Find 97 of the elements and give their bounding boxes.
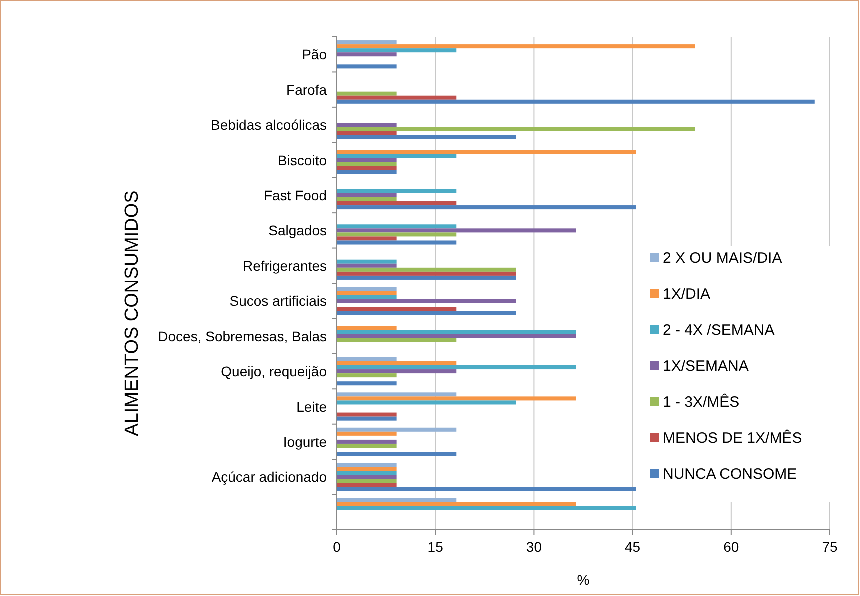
bar bbox=[337, 276, 516, 280]
bar bbox=[337, 166, 397, 170]
bar bbox=[337, 374, 397, 378]
bar bbox=[337, 135, 516, 140]
bar bbox=[337, 228, 576, 233]
y-tick-label: Leite bbox=[296, 398, 328, 415]
bar bbox=[337, 236, 397, 241]
bar bbox=[337, 432, 397, 436]
bar bbox=[337, 193, 397, 198]
bar bbox=[337, 506, 636, 510]
x-tick-label: 0 bbox=[333, 539, 342, 555]
y-tick-label: Iogurte bbox=[283, 434, 328, 450]
bar bbox=[337, 240, 457, 245]
bar bbox=[337, 127, 696, 132]
y-tick-label: Pão bbox=[302, 46, 328, 63]
bar bbox=[337, 131, 397, 136]
y-tick-label: Queijo, requeijão bbox=[221, 364, 328, 380]
x-tick-label: 30 bbox=[526, 539, 542, 555]
legend-label: 1 - 3X/MÊS bbox=[663, 393, 740, 411]
bar bbox=[337, 392, 457, 397]
bar bbox=[337, 287, 397, 292]
bar bbox=[337, 96, 457, 100]
y-tick-label: Biscoito bbox=[278, 152, 328, 168]
x-tick-label: 15 bbox=[428, 539, 444, 555]
bar bbox=[337, 444, 397, 448]
bar bbox=[337, 479, 397, 484]
bar bbox=[337, 487, 636, 492]
bar bbox=[337, 338, 457, 342]
bar bbox=[337, 44, 696, 49]
bar bbox=[337, 123, 397, 128]
bar bbox=[337, 326, 397, 330]
bar bbox=[337, 334, 576, 338]
y-tick-label: Açúcar adicionado bbox=[212, 469, 328, 486]
legend-label: 1X/SEMANA bbox=[663, 358, 749, 375]
y-tick-label: Refrigerantes bbox=[242, 258, 327, 274]
legend-label: MENOS DE 1X/MÊS bbox=[663, 429, 802, 447]
bar bbox=[337, 197, 397, 202]
bar bbox=[337, 158, 397, 162]
bar bbox=[337, 370, 457, 374]
bar bbox=[337, 291, 397, 296]
bar bbox=[337, 467, 397, 472]
bar bbox=[337, 170, 397, 174]
x-tick-label: 45 bbox=[625, 539, 641, 555]
y-tick-label: Doces, Sobremesas, Balas bbox=[158, 328, 327, 344]
bar bbox=[337, 52, 397, 57]
bar bbox=[337, 452, 457, 456]
bar bbox=[337, 330, 576, 334]
x-tick-label: 75 bbox=[822, 539, 838, 555]
bar bbox=[337, 268, 516, 272]
y-tick-label: Farofa bbox=[286, 82, 328, 98]
bar bbox=[337, 206, 636, 210]
bar bbox=[337, 40, 397, 45]
bar bbox=[337, 189, 457, 194]
bar bbox=[337, 498, 457, 502]
y-tick-label: Salgados bbox=[268, 222, 327, 239]
bar bbox=[337, 311, 516, 316]
y-tick-label: Fast Food bbox=[264, 187, 327, 204]
bar bbox=[337, 162, 397, 166]
bar bbox=[337, 502, 576, 506]
bar bbox=[337, 264, 397, 268]
bar bbox=[337, 428, 457, 432]
bar bbox=[337, 400, 516, 405]
bar bbox=[337, 150, 636, 154]
bar bbox=[337, 299, 516, 304]
legend-label: 1X/DIA bbox=[663, 286, 711, 303]
bar bbox=[337, 154, 457, 158]
bar bbox=[337, 483, 397, 488]
legend-label: 2 - 4X /SEMANA bbox=[663, 322, 775, 339]
bar bbox=[337, 475, 397, 480]
bar bbox=[337, 440, 397, 444]
y-tick-label: Bebidas alcoólicas bbox=[211, 117, 327, 134]
y-tick-label: Sucos artificiais bbox=[230, 293, 327, 310]
legend-label: NUNCA CONSOME bbox=[663, 466, 798, 483]
x-axis-title: % bbox=[577, 572, 590, 588]
bar bbox=[337, 463, 397, 468]
bar bbox=[337, 202, 457, 206]
bar bbox=[337, 100, 815, 104]
bar bbox=[337, 396, 576, 401]
bar bbox=[337, 295, 397, 300]
bar bbox=[337, 224, 457, 229]
bar bbox=[337, 64, 397, 69]
bar bbox=[337, 471, 397, 476]
bar bbox=[337, 92, 397, 96]
bar bbox=[337, 416, 397, 421]
bar bbox=[337, 382, 397, 386]
bar bbox=[337, 366, 576, 370]
legend-label: 2 X OU MAIS/DIA bbox=[663, 250, 782, 267]
bar bbox=[337, 232, 457, 237]
x-tick-label: 60 bbox=[724, 539, 740, 555]
bar bbox=[337, 272, 516, 276]
y-axis-title: ALIMENTOS CONSUMIDOS bbox=[122, 190, 143, 436]
bar bbox=[337, 412, 397, 417]
bar bbox=[337, 48, 457, 53]
bar bbox=[337, 307, 457, 312]
bar bbox=[337, 260, 397, 264]
bar bbox=[337, 361, 457, 366]
bar bbox=[337, 357, 397, 362]
